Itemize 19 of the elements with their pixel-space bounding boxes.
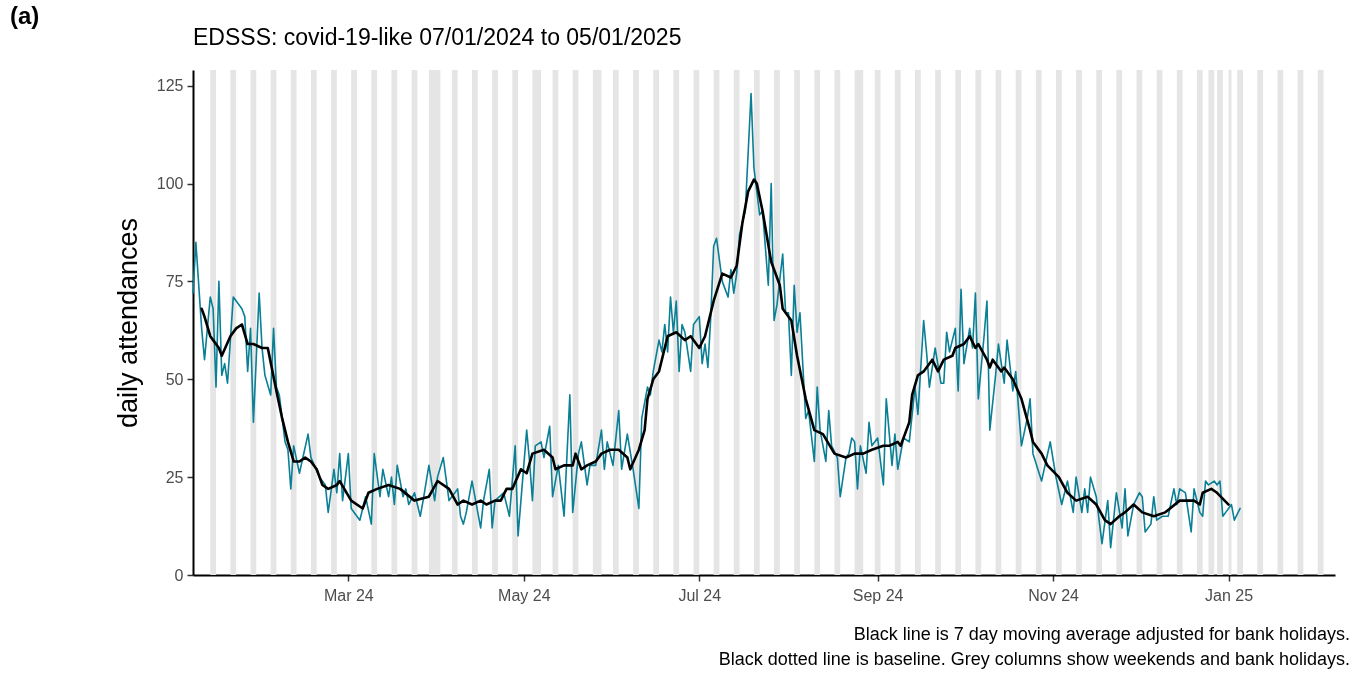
x-tick-label: Jul 24 <box>678 586 722 604</box>
y-tick-label: 25 <box>165 468 184 486</box>
x-tick-label: Jan 25 <box>1205 586 1254 604</box>
line-series <box>192 92 1241 549</box>
y-tick-label: 100 <box>156 175 184 193</box>
y-tick-label: 50 <box>165 370 184 388</box>
text: Black line is 7 day moving average adjusted for bank holidays. <box>852 623 1350 646</box>
text: (a) <box>10 2 40 30</box>
chart-title: EDSSS: covid-19-like 07/01/2024 to 05/01/2025 <box>193 24 682 50</box>
x-tick-label: Sep 24 <box>852 586 904 604</box>
y-tick-label: 0 <box>174 566 184 584</box>
x-tick-label: Nov 24 <box>1028 586 1080 604</box>
x-tick-label: Mar 24 <box>323 586 374 604</box>
x-tick-label: May 24 <box>498 586 551 604</box>
y-tick-label: 125 <box>156 77 184 95</box>
y-tick-label: 75 <box>165 272 184 290</box>
text: Black dotted line is baseline. Grey columns show weekends and bank holidays. <box>718 648 1350 671</box>
y-axis-title: daily attendances <box>112 217 143 429</box>
line-series <box>200 178 1230 526</box>
